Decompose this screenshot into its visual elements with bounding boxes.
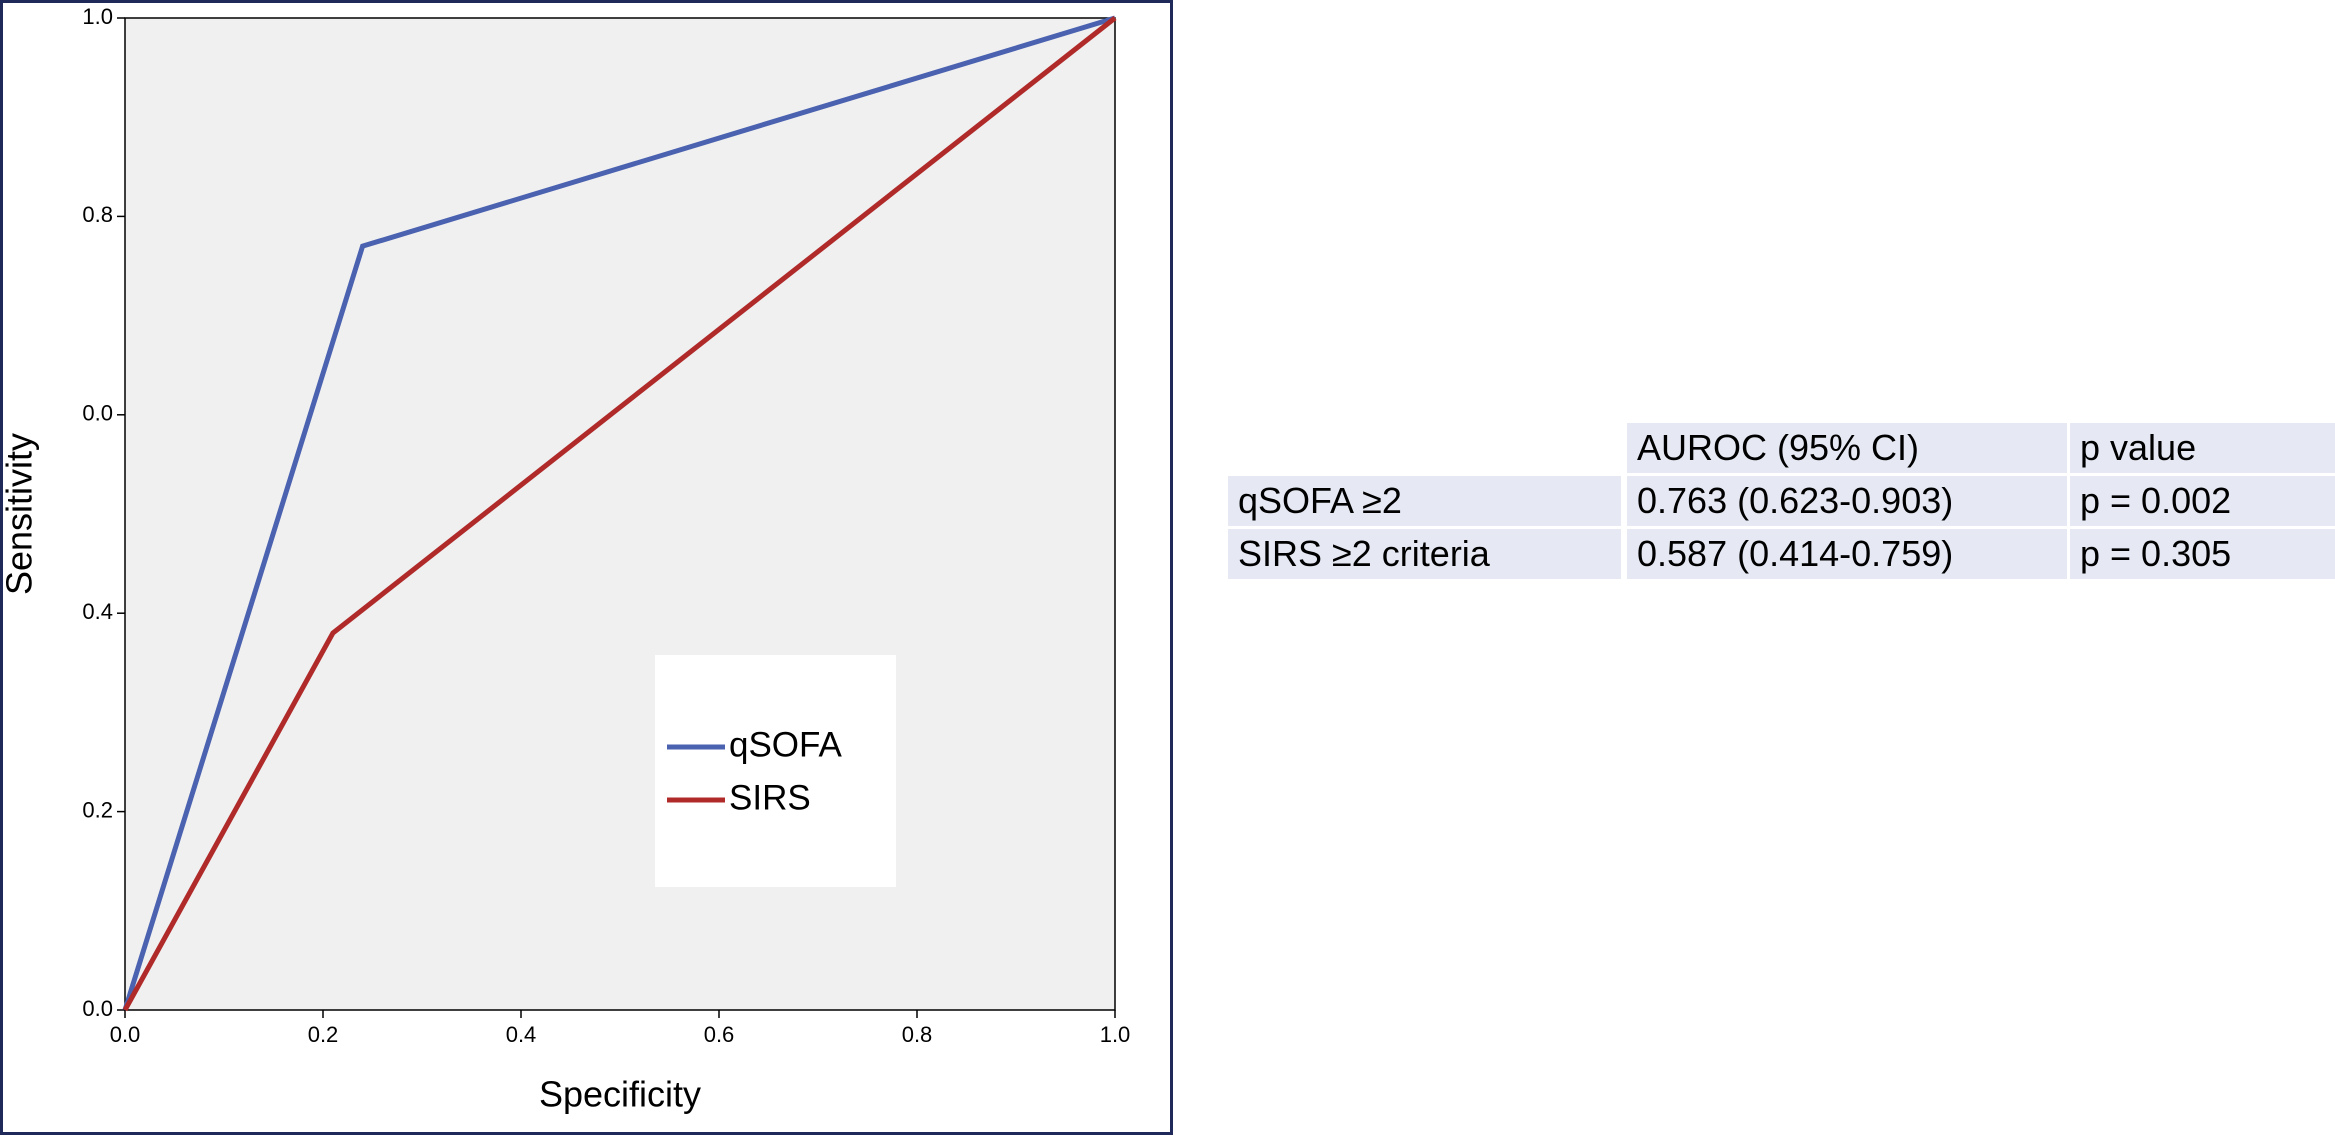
chart: Specificity Sensitivity 0.0 0.2 0.4 0.0 0.8 1… [0,0,1173,1135]
legend-label: SIRS [729,778,811,817]
x-tick-label: 0.6 [704,1022,735,1047]
table-cell: 0.587 (0.414-0.759) [1627,529,2067,579]
y-tick-label: 0.4 [82,599,113,624]
table-header: p value [2070,423,2335,473]
series-line [122,16,1117,1012]
table-cell: 0.763 (0.623-0.903) [1627,476,2067,526]
x-tick-label: 1.0 [1100,1022,1131,1047]
table-cell: SIRS ≥2 criteria [1228,529,1621,579]
y-tick-label: 0.8 [82,202,113,227]
legend-label: qSOFA [729,725,842,764]
legend [655,655,896,887]
series-line [122,15,1116,1011]
x-tick-label: 0.4 [506,1022,537,1047]
x-tick-label: 0.2 [308,1022,339,1047]
y-tick-label: 0.0 [82,401,113,426]
x-axis-label: Specificity [539,1074,701,1115]
y-tick-label: 1.0 [82,4,113,29]
y-tick-label: 0.0 [82,996,113,1021]
y-axis-label: Sensitivity [0,433,40,595]
table-cell: p = 0.305 [2070,529,2335,579]
table-header: AUROC (95% CI) [1627,423,2067,473]
table-cell: p = 0.002 [2070,476,2335,526]
table-cell: qSOFA ≥2 [1228,476,1621,526]
plot-area [124,17,1116,1011]
x-tick-label: 0.0 [110,1022,141,1047]
x-tick-label: 0.8 [902,1022,933,1047]
y-tick-label: 0.2 [82,797,113,822]
